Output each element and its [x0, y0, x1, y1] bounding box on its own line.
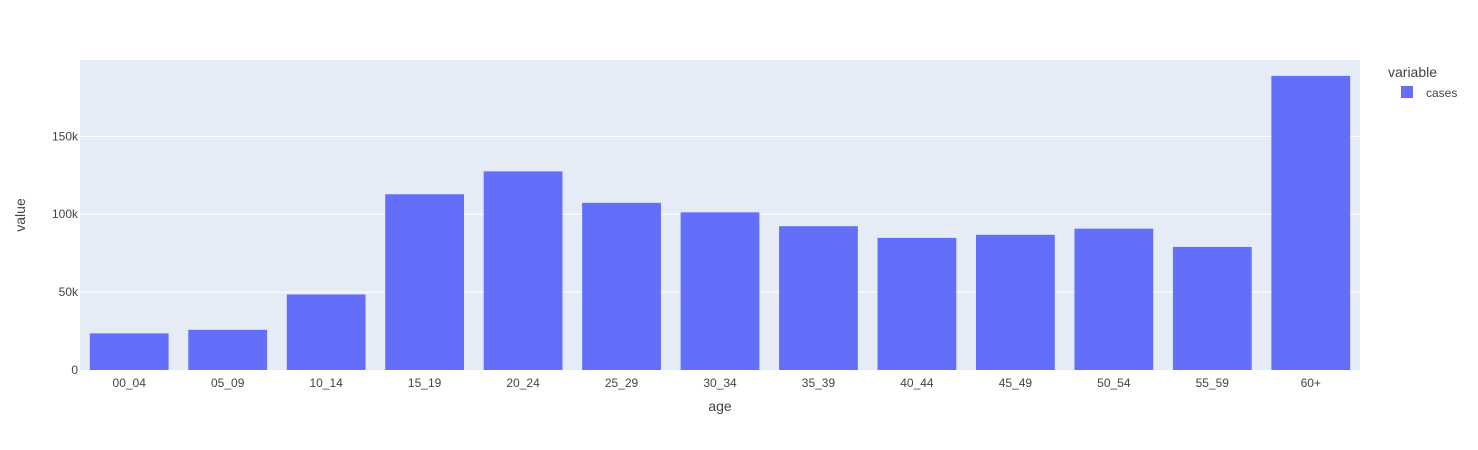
x-tick-label: 25_29: [605, 376, 639, 390]
bar-30_34[interactable]: [680, 212, 760, 370]
legend[interactable]: variable cases: [1388, 64, 1457, 100]
x-tick-label: 10_14: [309, 376, 343, 390]
bar-15_19[interactable]: [385, 194, 464, 370]
x-tick-label: 30_34: [703, 376, 737, 390]
bar-20_24[interactable]: [483, 171, 563, 370]
x-tick-label: 50_54: [1097, 376, 1131, 390]
bar-40_44[interactable]: [877, 237, 957, 370]
bar-45_49[interactable]: [976, 234, 1055, 370]
x-axis-title: age: [708, 398, 732, 414]
y-tick-label: 100k: [52, 207, 79, 221]
bar-50_54[interactable]: [1074, 228, 1154, 370]
bars: [89, 75, 1351, 370]
y-axis-ticks: 0 50k 100k 150k: [52, 129, 79, 377]
bar-10_14[interactable]: [286, 294, 366, 370]
bar-35_39[interactable]: [779, 226, 858, 370]
x-tick-label: 05_09: [211, 376, 245, 390]
x-tick-label: 45_49: [999, 376, 1033, 390]
bar-00_04[interactable]: [89, 333, 169, 370]
bar-60+[interactable]: [1271, 75, 1351, 370]
legend-swatch: [1401, 86, 1413, 98]
x-tick-label: 00_04: [113, 376, 147, 390]
x-axis-ticks: 00_04 05_09 10_14 15_19 20_24 25_29 30_34 35_39…: [113, 376, 1321, 390]
x-tick-label: 60+: [1301, 376, 1321, 390]
legend-title: variable: [1388, 64, 1437, 80]
y-tick-label: 150k: [52, 129, 79, 143]
bar-55_59[interactable]: [1172, 246, 1252, 370]
bar-05_09[interactable]: [188, 329, 268, 370]
y-axis-title: value: [12, 198, 28, 232]
x-tick-label: 35_39: [802, 376, 836, 390]
x-tick-label: 55_59: [1196, 376, 1230, 390]
y-tick-label: 0: [71, 363, 78, 377]
bar-25_29[interactable]: [582, 202, 661, 370]
legend-label: cases: [1426, 86, 1457, 100]
x-tick-label: 15_19: [408, 376, 442, 390]
x-tick-label: 20_24: [506, 376, 540, 390]
y-tick-label: 50k: [59, 285, 79, 299]
legend-item-cases[interactable]: cases: [1401, 86, 1457, 100]
x-tick-label: 40_44: [900, 376, 934, 390]
